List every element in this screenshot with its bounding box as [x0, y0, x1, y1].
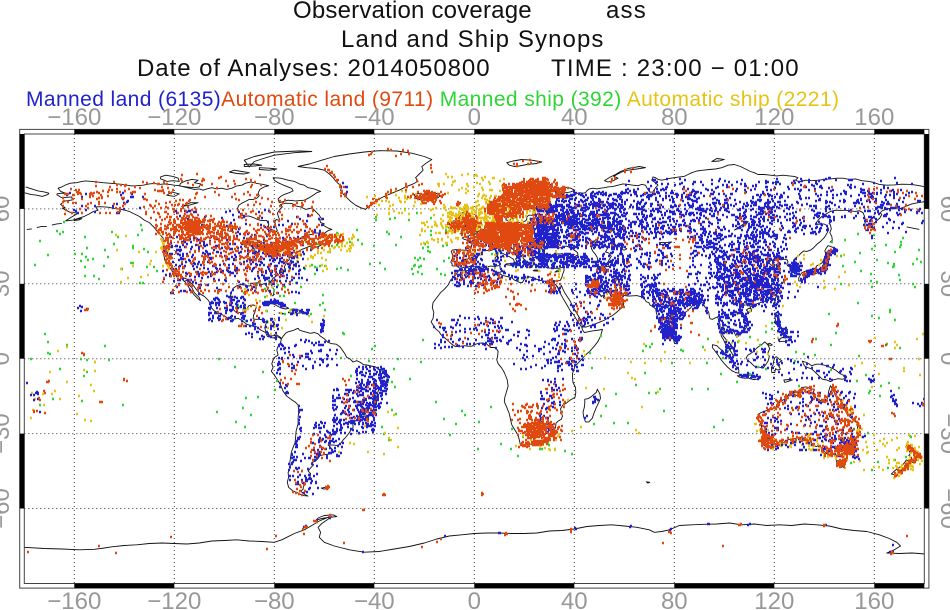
svg-text:0: 0: [468, 588, 481, 610]
svg-text:−40: −40: [354, 104, 395, 131]
svg-text:160: 160: [854, 104, 894, 131]
svg-text:40: 40: [561, 588, 588, 610]
svg-text:30: 30: [935, 270, 950, 297]
svg-text:30: 30: [0, 270, 15, 297]
svg-text:120: 120: [754, 104, 794, 131]
svg-text:−30: −30: [935, 413, 950, 454]
svg-text:−160: −160: [47, 104, 101, 131]
svg-text:−160: −160: [47, 588, 101, 610]
svg-text:−80: −80: [254, 588, 295, 610]
svg-text:−120: −120: [147, 588, 201, 610]
svg-text:−60: −60: [0, 488, 15, 529]
svg-text:−120: −120: [147, 104, 201, 131]
svg-text:60: 60: [935, 196, 950, 223]
svg-text:0: 0: [468, 104, 481, 131]
svg-text:−30: −30: [0, 413, 15, 454]
svg-text:80: 80: [661, 588, 688, 610]
svg-text:160: 160: [854, 588, 894, 610]
svg-text:60: 60: [0, 196, 15, 223]
svg-text:−80: −80: [254, 104, 295, 131]
svg-text:120: 120: [754, 588, 794, 610]
svg-text:0: 0: [935, 352, 950, 365]
svg-text:80: 80: [661, 104, 688, 131]
svg-text:0: 0: [0, 352, 15, 365]
svg-text:−60: −60: [935, 488, 950, 529]
svg-text:40: 40: [561, 104, 588, 131]
svg-text:−40: −40: [354, 588, 395, 610]
